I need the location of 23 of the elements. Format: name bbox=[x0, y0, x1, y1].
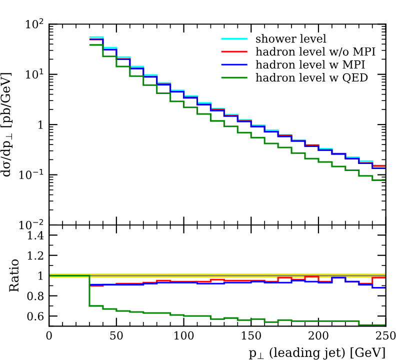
legend-label: hadron level w MPI bbox=[256, 60, 365, 69]
y-axis-title: dσ/dp$_{⊥}$ [pb/GeV] bbox=[0, 73, 13, 177]
legend-label: shower level bbox=[256, 34, 326, 43]
y-tick-label: 0.6 bbox=[27, 312, 44, 320]
x-axis-title: p$_{⊥}$ (leading jet) [GeV] bbox=[249, 347, 385, 360]
x-tick-label: 250 bbox=[376, 331, 396, 340]
y-axis-title: Ratio bbox=[9, 259, 19, 292]
y-tick-label: 10$^{2}$ bbox=[26, 18, 44, 28]
legend-label: hadron level w/o MPI bbox=[256, 47, 376, 57]
x-tick-label: 150 bbox=[242, 331, 261, 340]
legend-label: hadron level w QED bbox=[256, 73, 368, 84]
x-tick-label: 200 bbox=[308, 331, 328, 340]
x-tick-label: 0 bbox=[46, 331, 52, 340]
y-tick-label: 1.4 bbox=[28, 231, 44, 240]
y-tick-label: 1.2 bbox=[28, 251, 44, 260]
y-tick-label: 1 bbox=[38, 272, 43, 280]
x-tick-label: 100 bbox=[174, 331, 194, 340]
y-tick-label: 10$^{−1}$ bbox=[19, 169, 44, 180]
x-tick-label: 50 bbox=[110, 331, 123, 340]
y-tick-label: 10$^{1}$ bbox=[26, 68, 44, 79]
y-tick-label: 0.8 bbox=[27, 292, 44, 300]
y-tick-label: 10$^{−2}$ bbox=[19, 219, 44, 230]
y-tick-label: 1 bbox=[38, 120, 43, 129]
